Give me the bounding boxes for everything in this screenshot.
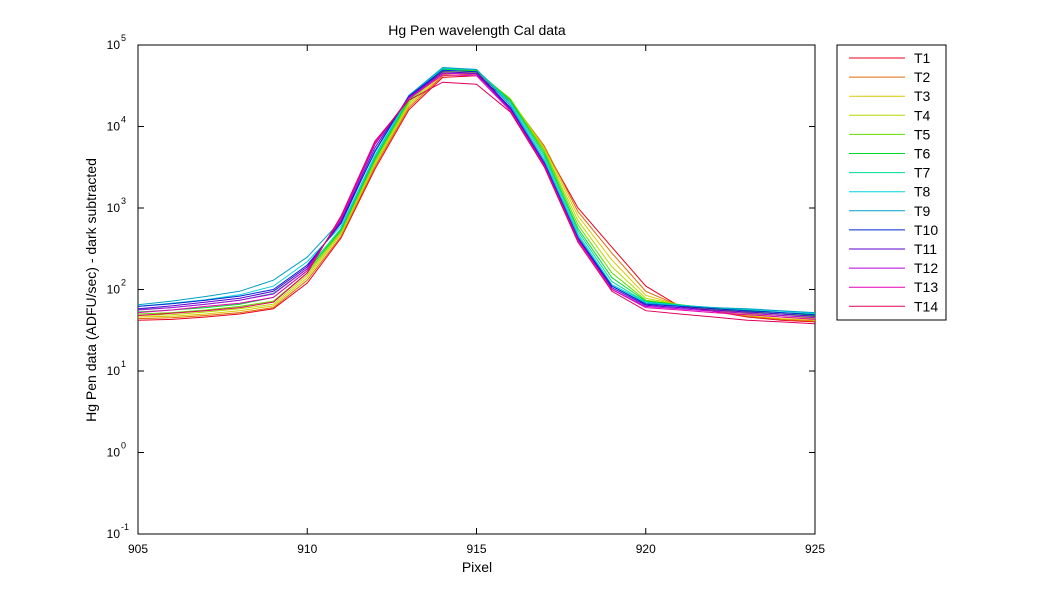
legend-label: T10 [914,222,938,238]
x-axis-label: Pixel [462,559,492,575]
y-tick-exponent: 2 [121,278,126,288]
y-tick-exponent: 4 [121,115,126,125]
legend-item-t11: T11 [849,241,937,257]
legend-label: T5 [914,126,931,142]
x-tick-label: 920 [636,542,656,556]
y-tick-label: 10 [107,364,121,378]
y-tick-label: 10 [107,527,121,541]
y-tick-label: 10 [107,120,121,134]
series-line-t13 [137,74,816,320]
legend-label: T7 [914,165,931,181]
legend-item-t1: T1 [849,50,931,66]
y-tick-label: 10 [107,38,121,52]
legend-item-t14: T14 [849,298,938,314]
y-axis-label: Hg Pen data (ADFU/sec) - dark subtracted [83,158,99,422]
series-line-t9 [137,66,816,314]
legend-item-t4: T4 [849,107,931,123]
legend-label: T4 [914,107,931,123]
legend-item-t12: T12 [849,260,938,276]
series-line-t10 [137,69,816,316]
legend-item-t13: T13 [849,279,938,295]
legend-label: T11 [914,241,937,257]
legend: T1 T2 T3 T4 T5 T6 T7 T8 T9 T10 T11 T12 T13 T14 [836,44,947,321]
legend-item-t9: T9 [849,203,931,219]
plot-area [137,44,816,535]
y-tick-exponent: 1 [121,359,126,369]
legend-item-t8: T8 [849,184,931,200]
y-tick-exponent: 5 [121,33,126,43]
legend-label: T2 [914,69,931,85]
legend-item-t10: T10 [849,222,938,238]
y-tick-exponent: 0 [121,441,126,451]
legend-label: T6 [914,146,931,162]
legend-label: T13 [914,279,938,295]
series-line-t11 [137,71,816,317]
legend-label: T3 [914,88,931,104]
y-tick-exponent: -1 [121,522,129,532]
legend-label: T8 [914,184,931,200]
y-tick-label: 10 [107,446,121,460]
chart-title: Hg Pen wavelength Cal data [388,22,566,38]
x-tick-label: 905 [128,542,148,556]
legend-item-t5: T5 [849,126,931,142]
legend-item-t3: T3 [849,88,931,104]
legend-item-t2: T2 [849,69,931,85]
series-line-t14 [137,81,816,325]
legend-label: T1 [914,50,931,66]
x-tick-label: 910 [297,542,317,556]
legend-label: T14 [914,298,938,314]
y-tick-label: 10 [107,201,121,215]
y-tick-label: 10 [107,283,121,297]
x-tick-label: 925 [805,542,825,556]
legend-items: T1 T2 T3 T4 T5 T6 T7 T8 T9 T10 T11 T12 T13 T14 [849,50,938,314]
legend-label: T12 [914,260,938,276]
legend-item-t6: T6 [849,146,931,162]
series-line-t12 [137,72,816,319]
legend-box [836,44,947,321]
legend-label: T9 [914,203,931,219]
y-tick-exponent: 3 [121,196,126,206]
legend-item-t7: T7 [849,165,931,181]
series-layer [137,66,816,325]
x-tick-label: 915 [466,542,486,556]
